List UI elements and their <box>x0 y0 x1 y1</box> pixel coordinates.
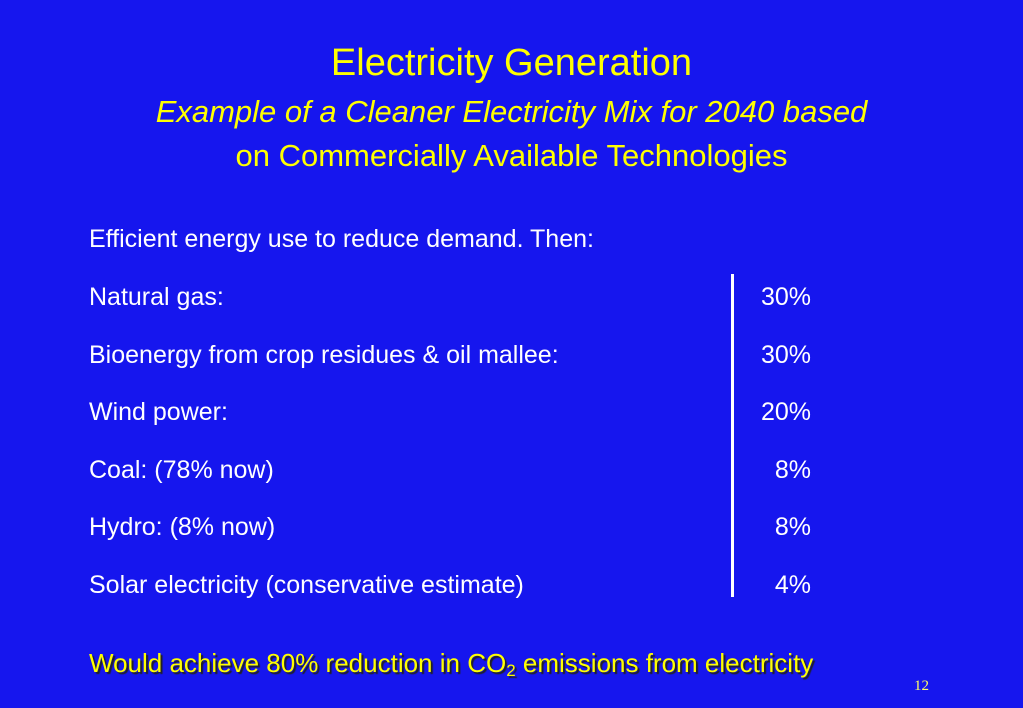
subtitle-line-2: on Commercially Available Technologies <box>235 138 788 173</box>
mix-row-natural-gas: Natural gas: 30% <box>89 276 849 334</box>
mix-label: Bioenergy from crop residues & oil malle… <box>89 340 559 369</box>
mix-row-bioenergy: Bioenergy from crop residues & oil malle… <box>89 334 849 392</box>
mix-value: 30% <box>760 340 811 369</box>
mix-row-wind: Wind power: 20% <box>89 391 849 449</box>
slide-subtitle: Example of a Cleaner Electricity Mix for… <box>0 90 1023 178</box>
subtitle-line-1: Example of a Cleaner Electricity Mix for… <box>155 94 868 129</box>
mix-value: 4% <box>774 570 811 599</box>
slide-title: Electricity Generation <box>330 42 693 84</box>
co2-subscript: 2 <box>506 661 516 680</box>
page-number: 12 <box>914 678 929 694</box>
conclusion-before: Would achieve 80% reduction in CO <box>89 648 507 678</box>
mix-row-hydro: Hydro: (8% now) 8% <box>89 506 849 564</box>
electricity-mix-table: Natural gas: 30% Bioenergy from crop res… <box>89 276 849 621</box>
mix-value: 30% <box>760 283 811 311</box>
mix-value: 8% <box>774 513 811 541</box>
mix-row-coal: Coal: (78% now) 8% <box>89 449 849 507</box>
mix-label: Coal: (78% now) <box>89 455 274 484</box>
mix-value: 20% <box>760 398 811 426</box>
mix-label: Solar electricity (conservative estimate… <box>89 570 524 599</box>
mix-label: Wind power: <box>89 398 228 426</box>
mix-label: Hydro: (8% now) <box>89 513 276 541</box>
mix-label: Natural gas: <box>89 283 224 311</box>
conclusion-text: Would achieve 80% reduction in CO2 emiss… <box>89 644 813 682</box>
conclusion-after: emissions from electricity <box>515 648 814 678</box>
intro-text: Efficient energy use to reduce demand. T… <box>89 225 594 253</box>
mix-row-solar: Solar electricity (conservative estimate… <box>89 564 849 622</box>
column-divider <box>731 274 734 597</box>
mix-value: 8% <box>774 455 811 484</box>
